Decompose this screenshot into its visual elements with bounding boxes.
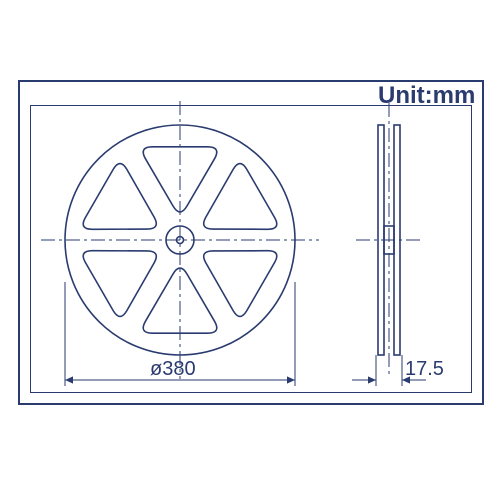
reel-spoke-window <box>204 251 277 317</box>
arrow-head <box>287 376 295 383</box>
reel-spoke-window <box>83 164 156 230</box>
dim-label-width: 17.5 <box>405 358 444 380</box>
arrow-head <box>368 376 376 383</box>
reel-spoke-window <box>204 164 277 230</box>
reel-spoke-window <box>83 251 156 317</box>
arrow-head <box>65 376 73 383</box>
diagram-container: Unit:mm ø38017.5 <box>0 0 500 500</box>
dim-label-diameter: ø380 <box>150 358 196 380</box>
drawing-svg: ø380 17.5 <box>0 0 500 500</box>
